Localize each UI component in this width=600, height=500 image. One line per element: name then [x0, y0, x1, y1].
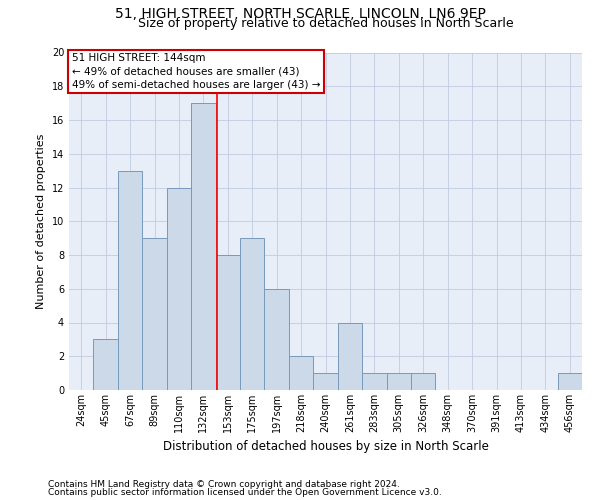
Bar [94, 340, 118, 390]
Text: Contains HM Land Registry data © Crown copyright and database right 2024.: Contains HM Land Registry data © Crown c… [48, 480, 400, 489]
Text: 51 HIGH STREET: 144sqm
← 49% of detached houses are smaller (43)
49% of semi-det: 51 HIGH STREET: 144sqm ← 49% of detached… [71, 53, 320, 90]
Bar [557, 373, 582, 390]
Bar [338, 322, 362, 390]
Bar [240, 238, 265, 390]
Bar [362, 373, 386, 390]
Bar [265, 289, 289, 390]
Text: 51, HIGH STREET, NORTH SCARLE, LINCOLN, LN6 9EP: 51, HIGH STREET, NORTH SCARLE, LINCOLN, … [115, 8, 485, 22]
Bar [386, 373, 411, 390]
Bar [118, 170, 142, 390]
Bar [191, 103, 215, 390]
Bar [167, 188, 191, 390]
Title: Size of property relative to detached houses in North Scarle: Size of property relative to detached ho… [137, 18, 514, 30]
Bar [411, 373, 436, 390]
Bar [215, 255, 240, 390]
Bar [289, 356, 313, 390]
Y-axis label: Number of detached properties: Number of detached properties [36, 134, 46, 309]
X-axis label: Distribution of detached houses by size in North Scarle: Distribution of detached houses by size … [163, 440, 488, 454]
Text: Contains public sector information licensed under the Open Government Licence v3: Contains public sector information licen… [48, 488, 442, 497]
Bar [313, 373, 338, 390]
Bar [142, 238, 167, 390]
